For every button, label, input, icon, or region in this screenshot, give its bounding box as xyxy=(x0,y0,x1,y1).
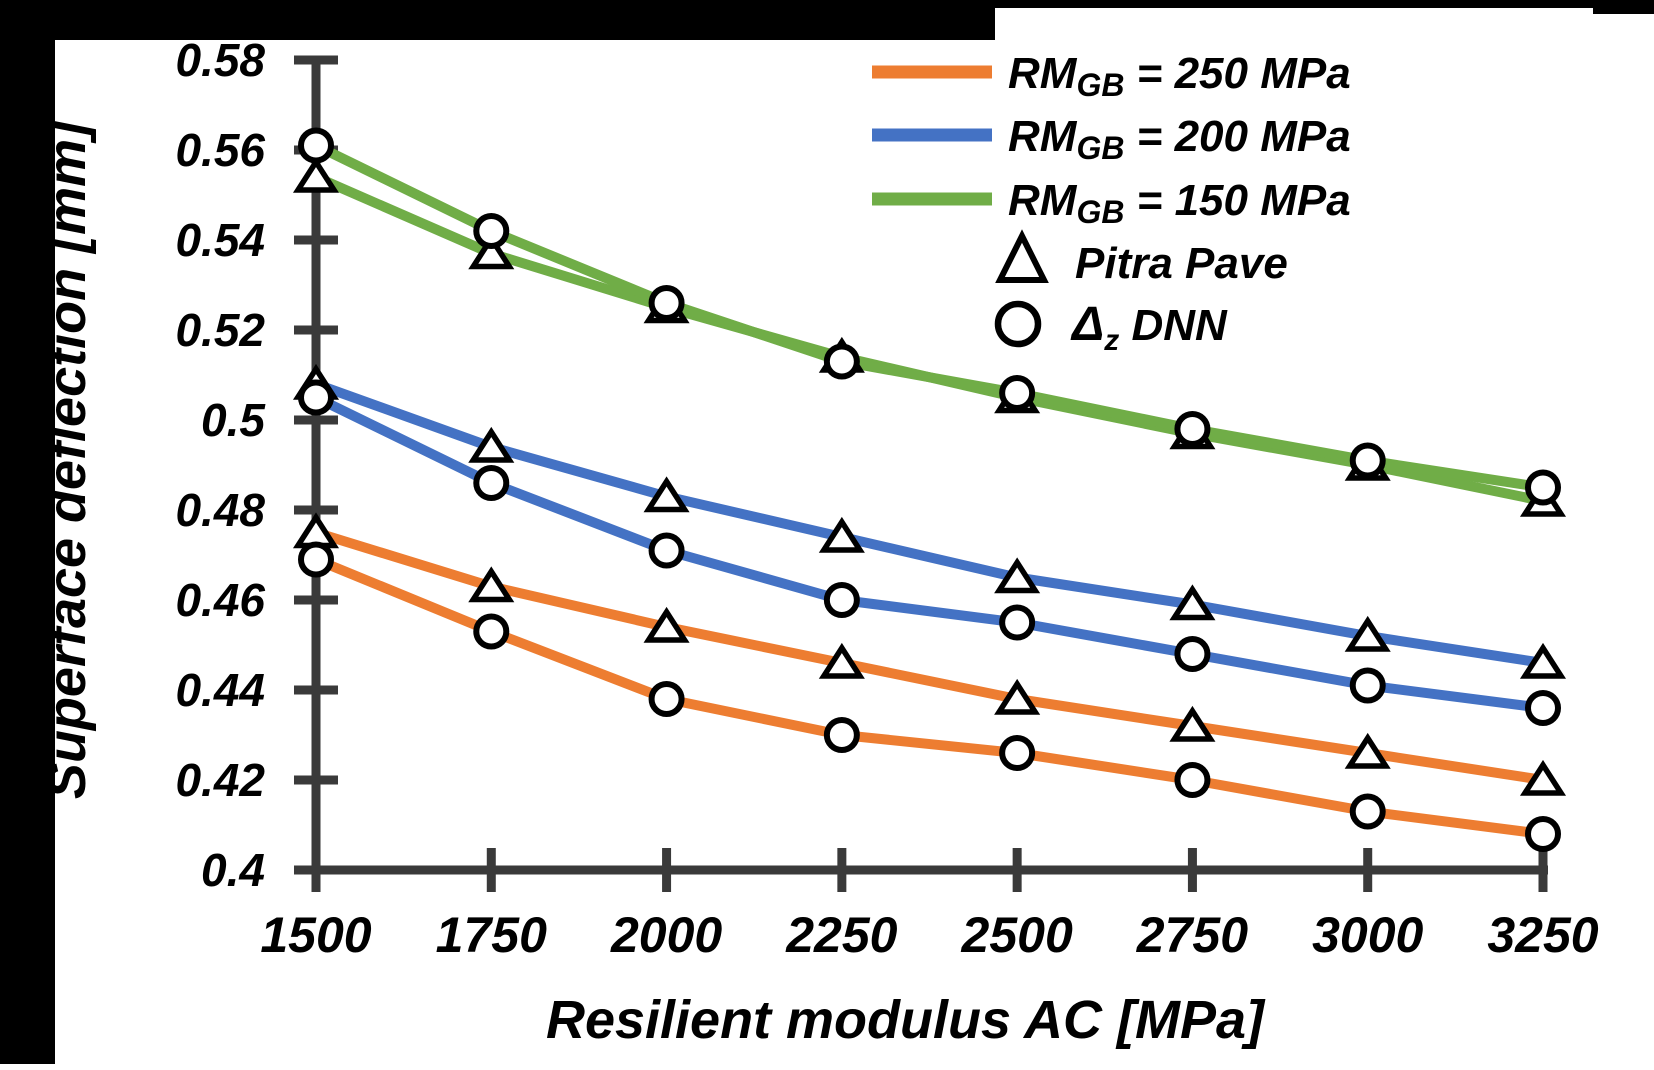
y-tick-label: 0.52 xyxy=(175,304,265,356)
x-tick-label: 2250 xyxy=(785,907,897,963)
x-tick-label: 3000 xyxy=(1312,907,1423,963)
marker-dnn-rmgb-150-circle-icon xyxy=(999,375,1036,411)
marker-pitra-pave-rmgb-200-triangle-icon xyxy=(994,557,1041,594)
marker-dnn-rmgb-200-circle-icon xyxy=(298,379,334,416)
y-tick-label: 0.56 xyxy=(175,124,265,176)
marker-dnn-rmgb-200-circle-icon xyxy=(1174,636,1211,672)
marker-pitra-pave-rmgb-250-triangle-icon xyxy=(994,678,1041,715)
marker-dnn-rmgb-250-circle-icon xyxy=(1349,793,1386,830)
y-tick-label: 0.54 xyxy=(175,214,265,266)
series-layer xyxy=(292,127,1567,852)
legend-label-rmgb-250: RMGB = 250 MPa xyxy=(1008,49,1351,103)
x-axis-title: Resilient modulus AC [MPa] xyxy=(546,990,1266,1050)
marker-dnn-rmgb-250-circle-icon xyxy=(999,735,1036,771)
marker-pitra-pave-rmgb-250-triangle-icon xyxy=(1344,732,1391,769)
marker-dnn-rmgb-250-circle-icon xyxy=(823,717,860,753)
marker-pitra-pave-rmgb-250-triangle-icon xyxy=(643,606,690,643)
marker-pitra-pave-rmgb-200-triangle-icon xyxy=(818,516,865,553)
marker-pitra-pave-rmgb-250-triangle-icon xyxy=(1169,705,1216,742)
series-line-rmgb-200-pitra-pave xyxy=(311,379,1548,668)
marker-pitra-pave-rmgb-250-triangle-icon xyxy=(1519,759,1567,796)
legend-label-pitra-pave: Pitra Pave xyxy=(1075,239,1288,288)
marker-pitra-pave-rmgb-150-triangle-icon xyxy=(468,233,515,270)
marker-dnn-rmgb-150-circle-icon xyxy=(473,213,510,249)
marker-dnn-rmgb-250-circle-icon xyxy=(298,541,334,578)
legend-triangle-icon xyxy=(995,229,1049,283)
marker-pitra-pave-rmgb-200-triangle-icon xyxy=(468,426,515,463)
marker-dnn-rmgb-200-circle-icon xyxy=(823,582,860,618)
y-tick-label: 0.44 xyxy=(175,664,265,716)
y-tick-label: 0.48 xyxy=(175,484,265,536)
marker-dnn-rmgb-250-circle-icon xyxy=(1525,816,1561,852)
x-tick-label: 1750 xyxy=(436,907,547,963)
series-line-rmgb-150-dnn xyxy=(311,140,1548,493)
marker-dnn-rmgb-150-circle-icon xyxy=(648,285,685,321)
marker-dnn-rmgb-150-circle-icon xyxy=(298,127,334,164)
marker-dnn-rmgb-150-circle-icon xyxy=(1349,442,1386,479)
marker-pitra-pave-rmgb-200-triangle-icon xyxy=(1169,584,1216,621)
y-axis-title: Superface deflection [mm] xyxy=(37,119,97,799)
x-tick-label: 1500 xyxy=(260,907,371,963)
marker-dnn-rmgb-200-circle-icon xyxy=(1525,690,1561,726)
series-line-rmgb-250-pitra-pave xyxy=(311,527,1548,785)
marker-pitra-pave-rmgb-250-triangle-icon xyxy=(468,566,515,603)
marker-pitra-pave-rmgb-150-triangle-icon xyxy=(292,156,340,193)
marker-pitra-pave-rmgb-250-triangle-icon xyxy=(818,642,865,679)
marker-dnn-rmgb-150-circle-icon xyxy=(1525,469,1561,506)
y-tick-label: 0.5 xyxy=(201,394,266,446)
legend-layer: RMGB = 250 MPa RMGB = 200 MPa RMGB = 150 M… xyxy=(872,49,1351,357)
legend-label-rmgb-150: RMGB = 150 MPa xyxy=(1008,176,1351,230)
x-tick-label: 2500 xyxy=(961,907,1073,963)
marker-dnn-rmgb-200-circle-icon xyxy=(473,465,510,501)
series-line-rmgb-200-dnn xyxy=(311,392,1548,713)
marker-dnn-rmgb-250-circle-icon xyxy=(648,681,685,717)
x-tick-label: 2000 xyxy=(610,907,722,963)
marker-dnn-rmgb-150-circle-icon xyxy=(1174,411,1211,447)
marker-dnn-rmgb-200-circle-icon xyxy=(1349,667,1386,704)
axes-layer: 0.58 0.56 0.54 0.52 0.5 0.48 0.46 0.44 0.42 0.4 15… xyxy=(175,34,1598,963)
marker-dnn-rmgb-200-circle-icon xyxy=(648,532,685,569)
y-tick-label: 0.4 xyxy=(201,844,265,896)
y-tick-label: 0.58 xyxy=(175,34,265,86)
marker-dnn-rmgb-250-circle-icon xyxy=(473,613,510,650)
left-border-bar xyxy=(0,0,55,1064)
marker-pitra-pave-rmgb-200-triangle-icon xyxy=(1519,642,1567,679)
marker-dnn-rmgb-250-circle-icon xyxy=(1174,762,1211,798)
marker-dnn-rmgb-200-circle-icon xyxy=(999,604,1036,641)
marker-pitra-pave-rmgb-200-triangle-icon xyxy=(1344,615,1391,652)
y-tick-label: 0.46 xyxy=(175,574,265,626)
marker-pitra-pave-rmgb-200-triangle-icon xyxy=(643,476,690,513)
legend-label-dnn: Δz DNN xyxy=(1070,298,1228,357)
series-line-rmgb-250-dnn xyxy=(311,554,1548,839)
top-border-bar-left xyxy=(0,0,995,40)
legend-label-rmgb-200: RMGB = 200 MPa xyxy=(1008,112,1351,166)
legend-circle-icon xyxy=(994,300,1042,348)
top-border-bar-right xyxy=(1593,0,1654,14)
marker-dnn-rmgb-150-circle-icon xyxy=(823,343,860,380)
x-tick-label: 3250 xyxy=(1487,907,1598,963)
x-tick-label: 2750 xyxy=(1136,907,1248,963)
legend-background xyxy=(995,8,1593,360)
y-tick-label: 0.42 xyxy=(175,754,265,806)
